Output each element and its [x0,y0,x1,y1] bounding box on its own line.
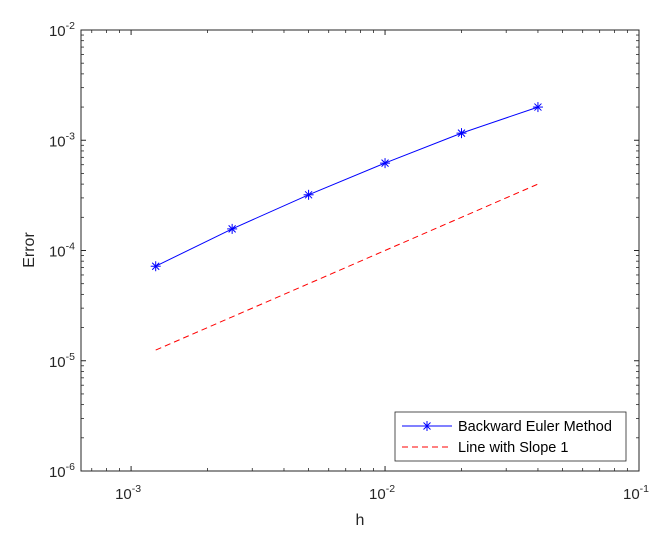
asterisk-marker-icon [380,158,391,169]
y-tick-label: 10-6 [49,461,75,481]
y-tick-label: 10-2 [49,20,75,40]
asterisk-marker-icon [532,102,543,113]
y-tick-label: 10-5 [49,351,75,371]
asterisk-marker-icon [422,421,432,431]
asterisk-marker-icon [456,128,467,139]
series-layer [150,102,543,351]
x-tick-label: 10-3 [115,483,141,503]
legend-item-slope-line: Line with Slope 1 [402,440,568,456]
asterisk-marker-icon [150,261,161,272]
y-tick-label: 10-3 [49,130,75,150]
x-tick-label: 10-1 [623,483,649,503]
legend-box [394,411,627,462]
asterisk-marker-icon [303,189,314,200]
x-axis-label: h [356,512,365,529]
legend-item-backward-euler: Backward Euler Method [402,419,612,435]
y-tick-labels: 10-6 10-5 10-4 10-3 10-2 [49,20,75,481]
legend-label: Backward Euler Method [458,419,612,435]
legend[interactable]: Backward Euler Method Line with Slope 1 [394,411,627,462]
x-tick-label: 10-2 [369,483,395,503]
asterisk-marker-icon [422,421,432,431]
axes-box [80,29,640,472]
plot-area [81,30,639,471]
x-tick-labels: 10-3 10-2 10-1 [115,483,649,503]
legend-label: Line with Slope 1 [458,440,568,456]
y-tick-label: 10-4 [49,241,75,261]
series-backward-euler-line [155,106,539,267]
asterisk-marker-icon [227,223,238,234]
y-axis-label: Error [21,232,38,268]
